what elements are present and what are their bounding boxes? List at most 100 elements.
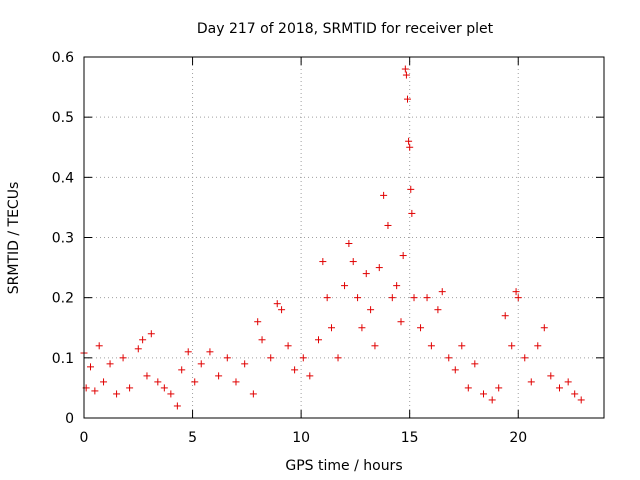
data-point [119,354,127,362]
data-point [197,360,205,368]
data-point [564,378,572,386]
data-point [284,342,292,350]
data-point [479,390,487,398]
data-point [404,95,412,103]
data-point [143,372,151,380]
data-point [154,378,162,386]
y-tick-label: 0.4 [52,170,74,186]
y-tick-label: 0.1 [52,351,74,367]
data-point [328,324,336,332]
data-point [349,258,357,266]
data-point [371,342,379,350]
y-tick-label: 0.5 [52,110,74,126]
y-tick-label: 0.6 [52,50,74,66]
data-point [241,360,249,368]
data-point [323,294,331,302]
data-point [501,312,509,320]
data-point [423,294,431,302]
data-point [402,71,410,79]
data-point [345,240,353,248]
data-point [458,342,466,350]
data-point [173,402,181,410]
data-point [488,396,496,404]
data-point [91,387,99,395]
data-point [514,294,522,302]
data-point [249,390,257,398]
data-point [393,282,401,290]
data-point [408,209,416,217]
data-point [555,384,563,392]
data-point [512,288,520,296]
data-point [417,324,425,332]
data-point [341,282,349,290]
grid [84,57,604,418]
data-point [184,348,192,356]
data-point [113,390,121,398]
data-point [147,330,155,338]
data-point [278,306,286,314]
data-point [160,384,168,392]
data-point [206,348,214,356]
data-point [258,336,266,344]
data-point [521,354,529,362]
x-tick-label: 15 [401,430,419,446]
y-tick-label: 0.3 [52,231,74,247]
data-point [410,294,418,302]
data-point [367,306,375,314]
data-point [319,258,327,266]
data-point [299,354,307,362]
data-point [388,294,396,302]
data-point [167,390,175,398]
data-point [267,354,275,362]
data-point [571,390,579,398]
axis-ticks: 0 0.1 0.2 0.3 0.4 0.5 0.6 0 5 10 15 20 [52,50,604,446]
x-axis-label: GPS time / hours [285,458,402,474]
data-point [139,336,147,344]
plot-area [80,65,585,410]
data-point [445,354,453,362]
data-point [508,342,516,350]
data-point [354,294,362,302]
x-tick-label: 20 [509,430,527,446]
data-point [577,396,585,404]
data-point [471,360,479,368]
y-tick-label: 0.2 [52,291,74,307]
data-point [100,378,108,386]
chart-title: Day 217 of 2018, SRMTID for receiver ple… [197,21,494,37]
data-point [178,366,186,374]
data-point [384,221,392,229]
y-axis-label: SRMTID / TECUs [6,182,22,295]
data-point [547,372,555,380]
data-point [527,378,535,386]
data-point [126,384,134,392]
data-point [407,185,415,193]
data-point [87,363,95,371]
data-point [375,264,383,272]
data-point [95,342,103,350]
data-point [464,384,472,392]
data-point [334,354,342,362]
x-tick-label: 0 [80,430,89,446]
data-point [254,318,262,326]
data-point [223,354,231,362]
data-point [434,306,442,314]
data-point [306,372,314,380]
data-point [399,252,407,260]
data-point [397,318,405,326]
data-point [406,143,414,151]
data-point [314,336,322,344]
data-point [438,288,446,296]
data-point [534,342,542,350]
data-point [273,300,281,308]
y-tick-label: 0 [65,411,74,427]
data-point [495,384,503,392]
data-point [106,360,114,368]
data-point [540,324,548,332]
x-tick-label: 5 [188,430,197,446]
x-tick-label: 10 [292,430,310,446]
data-point [362,270,370,278]
data-point [451,366,459,374]
data-point [380,191,388,199]
